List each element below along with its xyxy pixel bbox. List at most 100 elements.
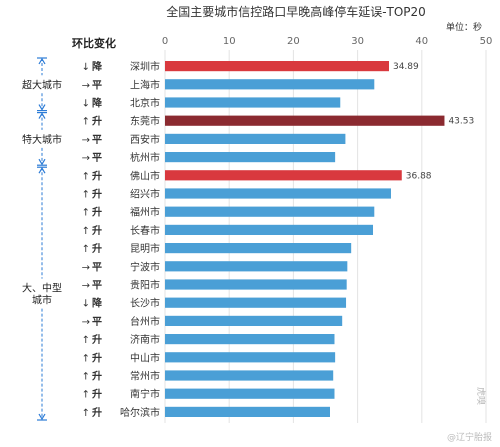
group-bracket-arrow bbox=[38, 104, 46, 111]
change-arrow: → bbox=[82, 135, 90, 146]
group-bracket-arrow bbox=[38, 158, 46, 166]
category-label: 杭州市 bbox=[130, 151, 160, 164]
group-bracket-arrow bbox=[38, 57, 46, 65]
x-tick-label: 30 bbox=[351, 36, 364, 47]
change-label: 升 bbox=[92, 242, 102, 255]
group-label: 大、中型 bbox=[22, 282, 62, 295]
change-arrow: → bbox=[82, 80, 90, 91]
watermark-handle: @辽宁胎报 bbox=[447, 431, 492, 443]
unit-label: 单位：秒 bbox=[446, 21, 482, 33]
change-arrow: ↑ bbox=[82, 335, 90, 346]
bar bbox=[165, 170, 402, 181]
change-label: 升 bbox=[92, 351, 102, 364]
change-arrow: ↑ bbox=[82, 208, 90, 219]
change-arrow: ↑ bbox=[82, 372, 90, 383]
category-label: 昆明市 bbox=[130, 242, 160, 255]
change-label: 平 bbox=[92, 79, 102, 91]
bar bbox=[165, 188, 391, 199]
change-label: 平 bbox=[92, 152, 102, 164]
change-arrow: ↑ bbox=[82, 408, 90, 419]
category-label: 佛山市 bbox=[130, 169, 160, 182]
change-arrow: → bbox=[82, 281, 90, 292]
bar bbox=[165, 133, 346, 144]
group-bracket-arrow bbox=[38, 167, 46, 174]
bar bbox=[165, 224, 374, 235]
change-arrow: ↓ bbox=[82, 299, 90, 310]
group-label: 特大城市 bbox=[22, 133, 62, 146]
group-bracket-arrow bbox=[38, 112, 46, 119]
bar-rows: ↓ 降深圳市 34.89→ 平上海市↓ 降北京市↑ 升东莞市 43.53→ 平西安市→ 平杭州市… bbox=[82, 60, 475, 419]
category-label: 宁波市 bbox=[130, 260, 160, 273]
bar bbox=[165, 352, 336, 363]
category-label: 长春市 bbox=[130, 224, 160, 237]
bar bbox=[165, 334, 335, 345]
category-label: 西安市 bbox=[130, 133, 160, 146]
x-tick-label: 0 bbox=[162, 36, 168, 47]
group-label: 超大城市 bbox=[22, 78, 62, 91]
change-label: 平 bbox=[92, 316, 102, 328]
x-tick-label: 10 bbox=[223, 36, 236, 47]
category-label: 北京市 bbox=[130, 97, 160, 110]
bar bbox=[165, 115, 445, 126]
change-column-header: 环比变化 bbox=[72, 36, 116, 50]
bar bbox=[165, 97, 341, 108]
bar bbox=[165, 406, 330, 417]
category-label: 中山市 bbox=[130, 351, 160, 364]
change-label: 降 bbox=[92, 60, 103, 73]
x-tick-label: 50 bbox=[480, 36, 493, 47]
watermark-brand: 虎嗅 bbox=[475, 387, 487, 405]
change-arrow: → bbox=[82, 317, 90, 328]
category-label: 深圳市 bbox=[130, 60, 160, 73]
bar bbox=[165, 79, 375, 90]
bar bbox=[165, 261, 348, 272]
category-label: 贵阳市 bbox=[130, 279, 160, 292]
change-label: 升 bbox=[92, 388, 102, 401]
category-label: 东莞市 bbox=[130, 115, 160, 128]
bar bbox=[165, 315, 343, 326]
change-arrow: ↑ bbox=[82, 171, 90, 182]
bar bbox=[165, 152, 336, 163]
change-label: 升 bbox=[92, 206, 102, 219]
change-arrow: ↑ bbox=[82, 244, 90, 255]
change-label: 升 bbox=[92, 406, 102, 419]
bar bbox=[165, 61, 389, 72]
change-arrow: ↑ bbox=[82, 226, 90, 237]
change-label: 升 bbox=[92, 224, 102, 237]
change-label: 升 bbox=[92, 333, 102, 346]
bar bbox=[165, 370, 334, 381]
x-axis-ticks: 0 10 20 30 40 50 bbox=[162, 36, 493, 47]
chart-title: 全国主要城市信控路口早晚高峰停车延误-TOP20 bbox=[166, 4, 426, 19]
category-label: 长沙市 bbox=[130, 297, 160, 310]
bar bbox=[165, 243, 352, 254]
change-label: 升 bbox=[92, 370, 102, 383]
bar bbox=[165, 388, 335, 399]
change-label: 平 bbox=[92, 134, 102, 146]
bar bbox=[165, 297, 347, 308]
data-label: 36.88 bbox=[406, 171, 432, 181]
change-arrow: ↑ bbox=[82, 390, 90, 401]
data-label: 43.53 bbox=[448, 117, 474, 127]
x-tick-label: 40 bbox=[415, 36, 428, 47]
change-arrow: ↑ bbox=[82, 117, 90, 128]
data-label: 34.89 bbox=[393, 62, 419, 72]
category-label: 绍兴市 bbox=[130, 188, 160, 201]
change-label: 平 bbox=[92, 261, 102, 273]
change-label: 升 bbox=[92, 115, 102, 128]
bar bbox=[165, 279, 347, 290]
change-arrow: → bbox=[82, 262, 90, 273]
group-label: 城市 bbox=[32, 294, 52, 307]
change-label: 升 bbox=[92, 188, 102, 201]
change-arrow: ↑ bbox=[82, 353, 90, 364]
change-arrow: ↓ bbox=[82, 99, 90, 110]
category-label: 上海市 bbox=[130, 78, 160, 91]
category-label: 台州市 bbox=[130, 315, 160, 328]
category-label: 哈尔滨市 bbox=[120, 406, 160, 419]
change-arrow: ↓ bbox=[82, 62, 90, 73]
change-label: 降 bbox=[92, 97, 103, 110]
change-label: 降 bbox=[92, 297, 103, 310]
x-tick-label: 20 bbox=[287, 36, 300, 47]
category-label: 福州市 bbox=[130, 206, 160, 219]
change-arrow: → bbox=[82, 153, 90, 164]
category-label: 常州市 bbox=[130, 370, 160, 383]
